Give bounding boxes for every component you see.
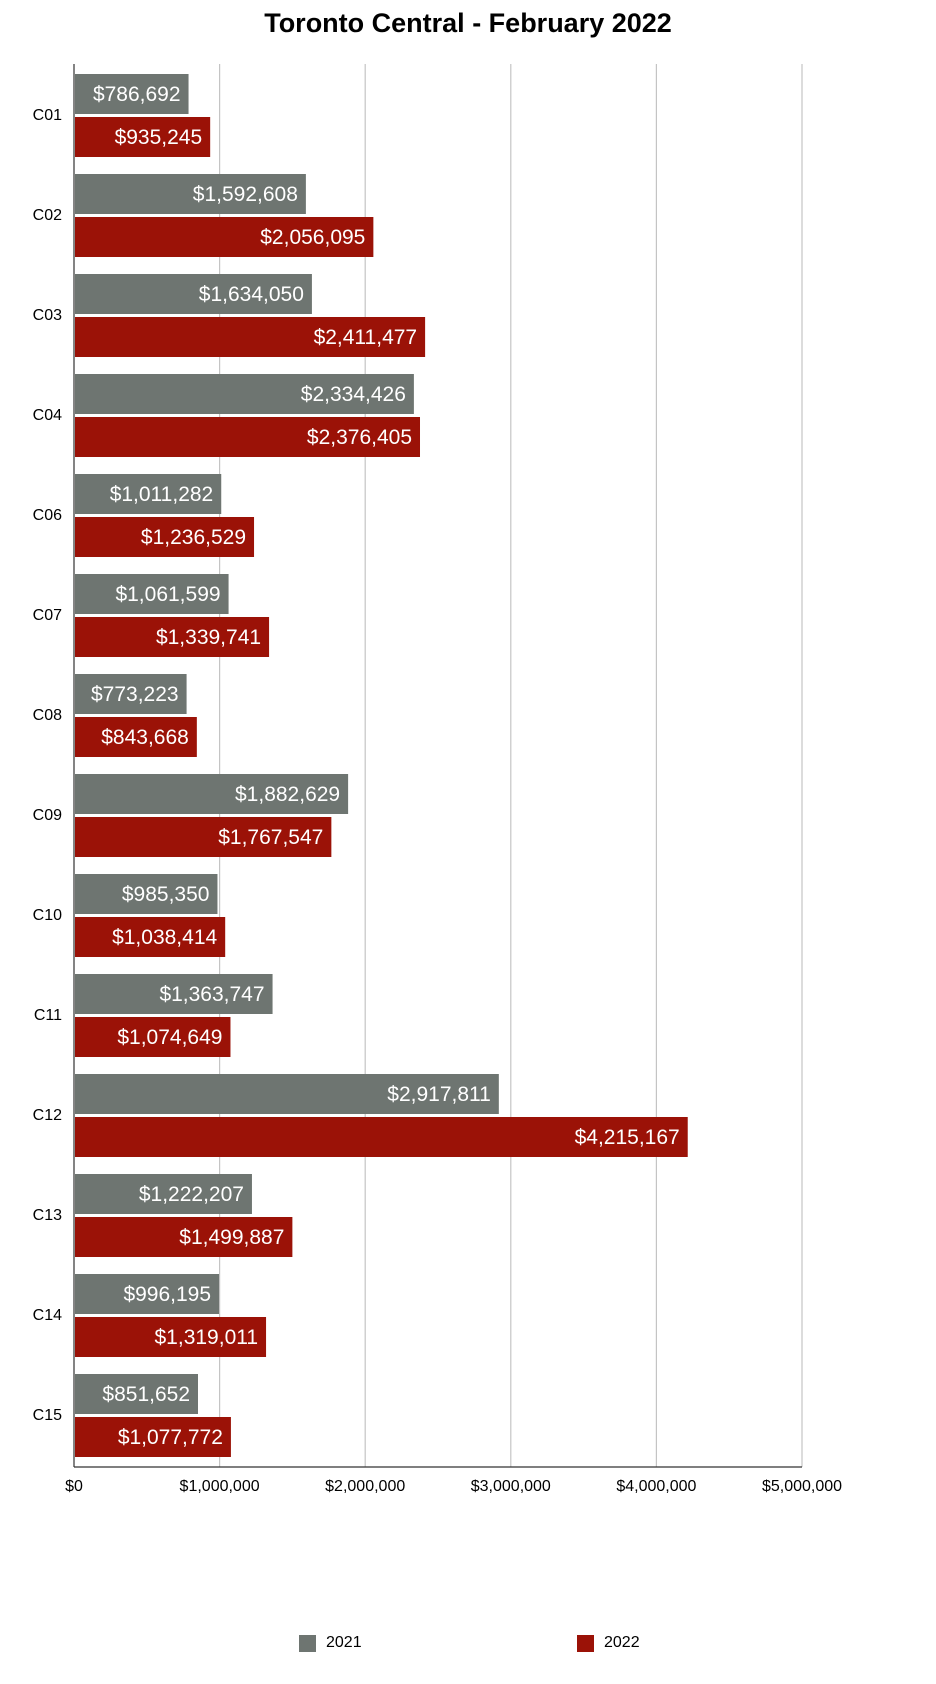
bar-2022-C15 — [75, 1417, 231, 1457]
bar-2022-C04 — [75, 417, 421, 457]
data-labels: $786,692 $935,245 $1,592,608 $2,056,095 $1,6… — [91, 83, 680, 1449]
bar-2021-C11 — [75, 974, 273, 1014]
data-label: $1,499,887 — [179, 1226, 284, 1249]
bar-2022-C11 — [75, 1017, 231, 1057]
x-tick-label: $3,000,000 — [471, 1478, 551, 1495]
bar-2022-C07 — [75, 617, 270, 657]
bar-2021-C03 — [75, 274, 312, 314]
category-label: C06 — [33, 507, 62, 524]
data-label: $1,767,547 — [218, 826, 323, 849]
axes: $0 $1,000,000 $2,000,000 $3,000,000 $4,000,0… — [33, 64, 842, 1495]
category-label: C04 — [33, 407, 62, 424]
bar-2022-C01 — [75, 117, 211, 157]
data-label: $2,411,477 — [314, 326, 418, 349]
bar-2022-C09 — [75, 817, 332, 857]
data-label: $1,038,414 — [112, 926, 217, 949]
category-label: C01 — [33, 107, 62, 124]
category-label: C12 — [33, 1107, 62, 1124]
data-label: $1,236,529 — [141, 526, 246, 549]
category-label: C14 — [33, 1307, 62, 1324]
data-label: $1,882,629 — [235, 783, 340, 806]
data-label: $786,692 — [93, 83, 181, 106]
data-label: $1,011,282 — [110, 483, 214, 506]
legend-swatch-2022 — [577, 1634, 594, 1652]
data-label: $935,245 — [115, 126, 203, 149]
bar-2021-C08 — [75, 674, 187, 714]
data-label: $2,056,095 — [260, 226, 365, 249]
bar-2022-C13 — [75, 1217, 293, 1257]
category-label: C07 — [33, 607, 62, 624]
data-label: $2,917,811 — [387, 1083, 491, 1106]
category-label: C03 — [33, 307, 62, 324]
bar-2022-C02 — [75, 217, 374, 257]
data-label: $985,350 — [122, 883, 210, 906]
bar-2021-C15 — [75, 1374, 199, 1414]
bar-2021-C02 — [75, 174, 306, 214]
data-label: $2,376,405 — [307, 426, 412, 449]
data-label: $1,634,050 — [199, 283, 304, 306]
bar-2021-C12 — [75, 1074, 499, 1114]
category-label: C10 — [33, 907, 62, 924]
bar-2022-C03 — [75, 317, 426, 357]
bar-2022-C10 — [75, 917, 226, 957]
x-tick-label: $2,000,000 — [325, 1478, 405, 1495]
data-label: $773,223 — [91, 683, 179, 706]
data-label: $1,077,772 — [118, 1426, 223, 1449]
bar-2021-C10 — [75, 874, 218, 914]
bar-2021-C14 — [75, 1274, 220, 1314]
data-label: $1,319,011 — [155, 1326, 259, 1349]
category-label: C11 — [34, 1007, 62, 1024]
bar-2022-C12 — [75, 1117, 688, 1157]
data-label: $2,334,426 — [301, 383, 406, 406]
x-tick-label: $5,000,000 — [762, 1478, 842, 1495]
bar-2021-C09 — [75, 774, 349, 814]
category-label: C15 — [33, 1407, 62, 1424]
data-label: $851,652 — [102, 1383, 190, 1406]
x-tick-label: $1,000,000 — [180, 1478, 260, 1495]
chart-title: Toronto Central - February 2022 — [264, 8, 672, 38]
category-label: C13 — [33, 1207, 62, 1224]
data-label: $4,215,167 — [575, 1126, 680, 1149]
legend-item-2022: 2022 — [577, 1633, 640, 1653]
data-label: $843,668 — [101, 726, 189, 749]
category-label: C09 — [33, 807, 62, 824]
bar-2021-C07 — [75, 574, 229, 614]
legend-swatch-2021 — [299, 1634, 316, 1652]
legend-label-2021: 2021 — [326, 1634, 362, 1651]
data-label: $1,339,741 — [156, 626, 261, 649]
bar-2022-C08 — [75, 717, 197, 757]
bar-2021-C06 — [75, 474, 222, 514]
bar-2021-C13 — [75, 1174, 252, 1214]
bar-2021-C01 — [75, 74, 189, 114]
category-label: C02 — [33, 207, 62, 224]
data-label: $1,061,599 — [115, 583, 220, 606]
x-tick-label: $0 — [65, 1478, 83, 1495]
legend-item-2021: 2021 — [299, 1633, 362, 1653]
data-label: $1,363,747 — [159, 983, 264, 1006]
data-label: $1,074,649 — [117, 1026, 222, 1049]
bars — [75, 74, 688, 1457]
bar-2021-C04 — [75, 374, 414, 414]
data-label: $1,592,608 — [193, 183, 298, 206]
bar-2022-C06 — [75, 517, 255, 557]
data-label: $1,222,207 — [139, 1183, 244, 1206]
bar-2022-C14 — [75, 1317, 267, 1357]
category-label: C08 — [33, 707, 62, 724]
x-tick-label: $4,000,000 — [616, 1478, 696, 1495]
data-label: $996,195 — [123, 1283, 211, 1306]
legend-label-2022: 2022 — [604, 1634, 640, 1651]
